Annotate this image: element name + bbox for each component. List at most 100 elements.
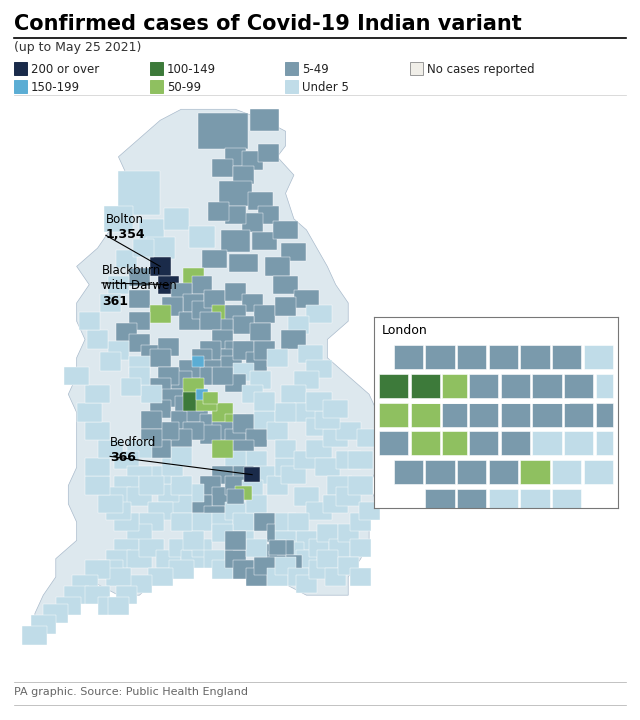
Polygon shape: [127, 440, 152, 458]
Polygon shape: [200, 312, 221, 330]
Polygon shape: [212, 367, 234, 385]
Polygon shape: [254, 513, 275, 531]
Bar: [150, 80, 163, 93]
Polygon shape: [158, 484, 179, 502]
Bar: [584, 346, 612, 369]
Polygon shape: [175, 396, 196, 415]
Polygon shape: [100, 294, 120, 312]
Polygon shape: [296, 549, 317, 568]
Polygon shape: [97, 440, 123, 458]
Polygon shape: [204, 359, 225, 378]
Polygon shape: [212, 158, 234, 177]
Polygon shape: [168, 539, 194, 557]
Polygon shape: [163, 297, 183, 315]
Polygon shape: [127, 549, 152, 568]
Polygon shape: [348, 477, 373, 495]
Bar: [150, 62, 163, 75]
Polygon shape: [56, 597, 81, 616]
Polygon shape: [315, 410, 340, 429]
Bar: [469, 431, 499, 455]
Polygon shape: [171, 477, 191, 495]
Polygon shape: [317, 524, 338, 542]
Polygon shape: [208, 202, 229, 221]
Polygon shape: [307, 392, 332, 410]
Polygon shape: [225, 531, 246, 549]
Bar: [596, 374, 612, 398]
Polygon shape: [163, 389, 183, 407]
Bar: [426, 460, 454, 484]
Polygon shape: [183, 294, 204, 312]
Bar: [426, 346, 454, 369]
Polygon shape: [115, 513, 140, 531]
Polygon shape: [164, 208, 189, 230]
Polygon shape: [298, 345, 323, 363]
Polygon shape: [171, 429, 191, 447]
Polygon shape: [179, 312, 200, 330]
Polygon shape: [358, 502, 380, 521]
Polygon shape: [127, 487, 152, 505]
Bar: [394, 460, 423, 484]
Polygon shape: [191, 367, 212, 385]
Polygon shape: [242, 294, 262, 312]
Polygon shape: [191, 495, 212, 513]
Polygon shape: [338, 557, 358, 575]
Polygon shape: [225, 502, 246, 521]
Polygon shape: [31, 616, 56, 634]
Polygon shape: [225, 341, 246, 359]
Polygon shape: [202, 250, 227, 269]
Polygon shape: [275, 403, 296, 422]
Text: 100-149: 100-149: [167, 63, 216, 76]
Polygon shape: [327, 477, 353, 495]
Polygon shape: [171, 495, 191, 513]
Polygon shape: [150, 400, 171, 418]
Polygon shape: [129, 356, 150, 374]
Bar: [411, 374, 440, 398]
Polygon shape: [64, 586, 89, 604]
Polygon shape: [72, 575, 97, 593]
Text: Under 5: Under 5: [302, 81, 349, 94]
Polygon shape: [108, 341, 129, 359]
Polygon shape: [79, 312, 100, 330]
Polygon shape: [246, 429, 267, 447]
Text: Confirmed cases of Covid-19 Indian variant: Confirmed cases of Covid-19 Indian varia…: [14, 14, 522, 34]
Polygon shape: [212, 330, 234, 348]
Bar: [584, 460, 612, 484]
Text: Blackburn: Blackburn: [102, 264, 161, 277]
Polygon shape: [348, 451, 373, 469]
Polygon shape: [294, 290, 319, 308]
Polygon shape: [244, 467, 260, 482]
Polygon shape: [284, 542, 305, 560]
Polygon shape: [189, 226, 214, 248]
Bar: [489, 488, 518, 513]
Polygon shape: [85, 586, 110, 604]
Polygon shape: [259, 206, 279, 225]
Text: PA graphic. Source: Public Health England: PA graphic. Source: Public Health Englan…: [14, 687, 248, 697]
Text: Bolton: Bolton: [106, 213, 144, 226]
Polygon shape: [22, 626, 47, 644]
Polygon shape: [242, 385, 262, 403]
Polygon shape: [234, 513, 254, 531]
Bar: [532, 402, 562, 426]
Polygon shape: [227, 490, 244, 504]
Polygon shape: [150, 466, 171, 484]
Polygon shape: [212, 560, 234, 579]
Polygon shape: [115, 451, 140, 469]
Bar: [520, 488, 550, 513]
Polygon shape: [307, 359, 332, 378]
Bar: [457, 460, 486, 484]
Polygon shape: [148, 568, 173, 586]
Polygon shape: [275, 513, 296, 531]
Polygon shape: [212, 403, 234, 422]
Polygon shape: [267, 477, 287, 495]
Bar: [469, 374, 499, 398]
Bar: [501, 431, 530, 455]
Polygon shape: [158, 338, 179, 356]
Polygon shape: [254, 341, 275, 359]
Polygon shape: [140, 219, 164, 240]
Polygon shape: [256, 544, 273, 559]
Polygon shape: [267, 422, 287, 440]
Polygon shape: [127, 575, 152, 593]
Text: with Darwen: with Darwen: [102, 279, 177, 292]
Polygon shape: [350, 568, 371, 586]
Bar: [285, 62, 298, 75]
